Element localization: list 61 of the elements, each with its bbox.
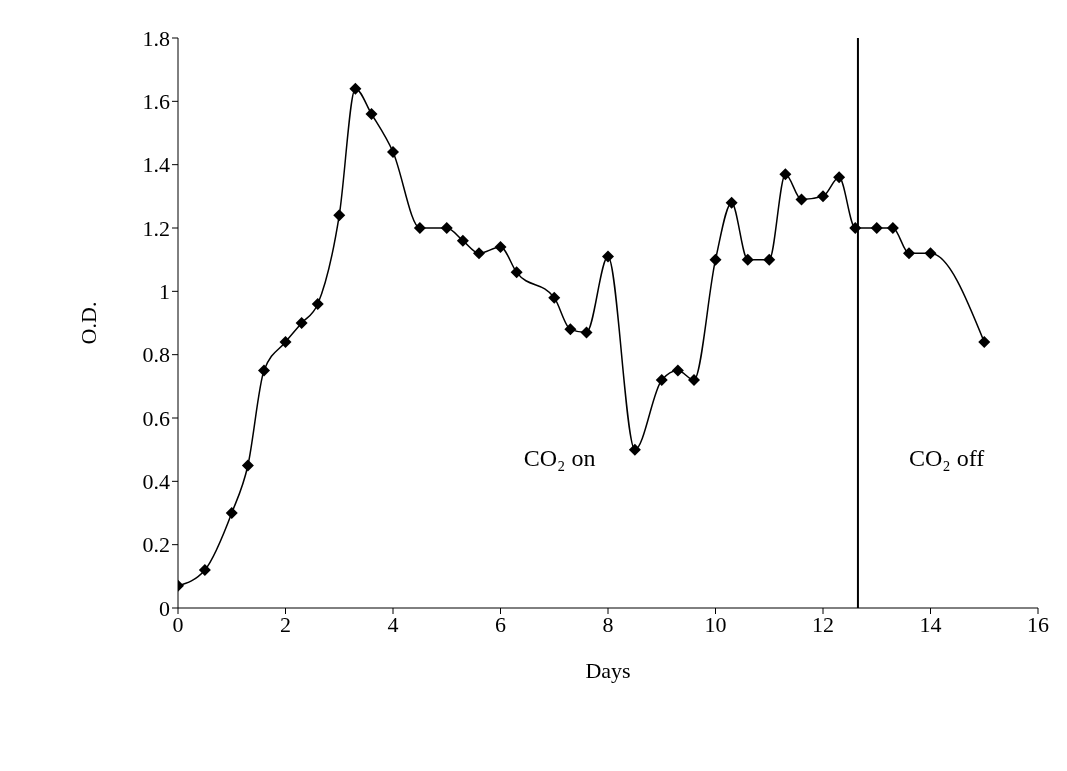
point <box>655 374 668 386</box>
point <box>333 209 346 222</box>
point <box>311 298 324 310</box>
annotation: CO₂ on <box>523 444 596 472</box>
point <box>365 108 378 120</box>
point <box>456 234 469 247</box>
point <box>473 247 485 260</box>
point <box>198 564 211 576</box>
y-tick-label: 0 <box>159 595 170 621</box>
x-tick-label: 16 <box>1027 611 1049 637</box>
point <box>833 171 846 184</box>
x-tick-label: 4 <box>387 611 399 637</box>
point <box>279 336 292 348</box>
y-tick-label: 1.6 <box>142 89 170 115</box>
point <box>548 291 561 304</box>
point <box>440 222 453 234</box>
y-tick-label: 1.4 <box>142 152 170 178</box>
point <box>978 336 991 348</box>
point <box>258 364 270 377</box>
x-tick-label: 8 <box>602 611 614 637</box>
point <box>741 253 754 266</box>
x-tick-label: 2 <box>280 611 291 637</box>
y-axis-title: O.D. <box>75 301 101 345</box>
point <box>628 443 641 456</box>
point <box>709 253 722 266</box>
point <box>903 247 915 260</box>
point <box>510 266 523 279</box>
point <box>870 222 883 234</box>
point <box>779 168 792 181</box>
point <box>602 250 614 263</box>
point <box>564 323 577 336</box>
point <box>241 459 254 472</box>
x-tick-label: 14 <box>919 611 942 637</box>
y-tick-label: 0.2 <box>142 532 170 558</box>
y-tick-label: 1.8 <box>142 25 170 51</box>
point <box>387 146 399 158</box>
x-tick-label: 6 <box>495 611 506 637</box>
point <box>413 222 426 234</box>
point <box>671 364 684 377</box>
point <box>725 196 738 209</box>
y-tick-label: 0.6 <box>142 405 170 431</box>
point <box>817 190 829 203</box>
x-axis-title: Days <box>585 658 631 683</box>
y-tick-label: 1 <box>159 279 170 305</box>
point <box>494 241 507 253</box>
x-tick-label: 10 <box>704 611 727 637</box>
point <box>349 82 362 95</box>
point <box>924 247 937 260</box>
point <box>849 222 862 234</box>
point <box>886 222 899 234</box>
point <box>580 326 593 339</box>
point <box>763 253 776 266</box>
annotation: CO₂ off <box>908 444 985 472</box>
point <box>225 507 238 519</box>
y-tick-label: 0.8 <box>142 342 170 368</box>
x-tick-label: 12 <box>812 611 834 637</box>
y-tick-label: 1.2 <box>142 215 170 241</box>
point <box>295 317 308 329</box>
y-tick-label: 0.4 <box>142 469 170 495</box>
point <box>795 193 808 206</box>
point <box>688 374 700 386</box>
